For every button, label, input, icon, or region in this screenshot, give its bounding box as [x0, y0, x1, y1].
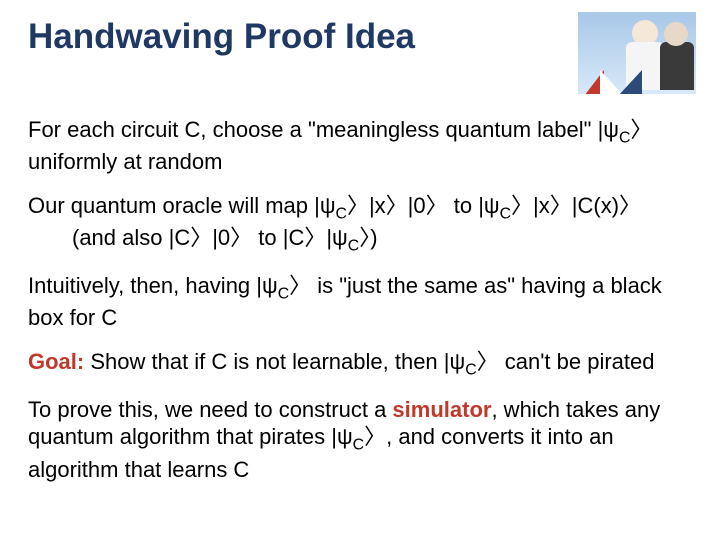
photo-figure-2	[660, 42, 694, 90]
subscript: C	[500, 205, 511, 222]
text: 〉)	[359, 225, 377, 250]
paragraph-1: For each circuit C, choose a "meaningles…	[28, 116, 692, 176]
slide-container: Handwaving Proof Idea For each circuit C…	[0, 0, 720, 519]
paragraph-5: To prove this, we need to construct a si…	[28, 396, 692, 483]
subscript: C	[353, 437, 364, 454]
text: For each circuit C, choose a "meaningles…	[28, 117, 619, 142]
subscript: C	[348, 237, 359, 254]
indented-text: (and also |C〉|0〉 to |C〉|ψC〉)	[28, 225, 378, 250]
subscript: C	[619, 129, 630, 146]
text: 〉 can't be pirated	[477, 349, 655, 374]
simulator-label: simulator	[392, 397, 491, 422]
paragraph-4: Goal: Show that if C is not learnable, t…	[28, 348, 692, 380]
text: To prove this, we need to construct a	[28, 397, 392, 422]
photo-triangle	[618, 70, 642, 94]
subscript: C	[336, 205, 347, 222]
decorative-photo	[578, 12, 696, 94]
subscript: C	[278, 285, 289, 302]
text: 〉|x〉|C(x)〉	[511, 193, 641, 218]
text: 〉|x〉|0〉 to |ψ	[347, 193, 500, 218]
goal-label: Goal:	[28, 349, 84, 374]
slide-title: Handwaving Proof Idea	[28, 18, 415, 57]
paragraph-2: Our quantum oracle will map |ψC〉|x〉|0〉 t…	[28, 192, 692, 256]
subscript: C	[465, 361, 476, 378]
paragraph-3: Intuitively, then, having |ψC〉 is "just …	[28, 272, 692, 332]
text: Show that if C is not learnable, then |ψ	[84, 349, 465, 374]
text: Intuitively, then, having |ψ	[28, 273, 278, 298]
slide-content: For each circuit C, choose a "meaningles…	[28, 116, 692, 483]
text: Our quantum oracle will map |ψ	[28, 193, 336, 218]
slide-header: Handwaving Proof Idea	[28, 18, 692, 94]
text: (and also |C〉|0〉 to |C〉|ψ	[72, 225, 348, 250]
